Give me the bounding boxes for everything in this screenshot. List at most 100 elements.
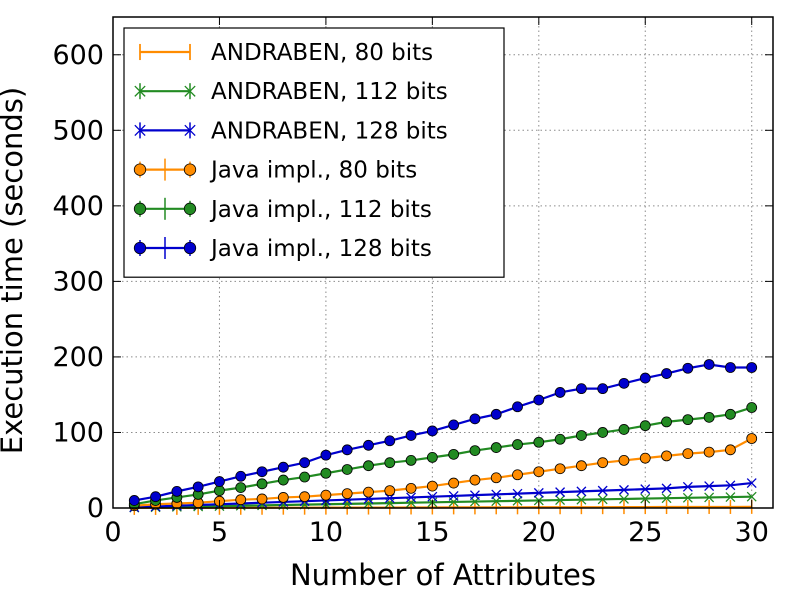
data-point xyxy=(277,474,289,486)
data-point xyxy=(405,455,417,466)
data-point xyxy=(746,478,757,489)
y-tick-label: 600 xyxy=(52,40,104,71)
data-point xyxy=(533,394,545,406)
data-point xyxy=(320,449,332,461)
data-point xyxy=(661,493,672,504)
data-point xyxy=(746,433,758,444)
legend-marker xyxy=(134,85,146,97)
data-point xyxy=(704,481,715,492)
data-point xyxy=(661,368,672,379)
legend-marker xyxy=(133,241,147,255)
data-point xyxy=(618,377,630,389)
data-point xyxy=(426,451,438,463)
data-point xyxy=(575,430,587,441)
data-point xyxy=(384,485,396,497)
data-point xyxy=(661,483,672,494)
data-point xyxy=(639,372,651,384)
data-point xyxy=(746,491,757,502)
legend-item-3: Java impl., 80 bits xyxy=(133,158,417,184)
legend-item-2: ANDRABEN, 128 bits xyxy=(134,118,448,144)
data-point xyxy=(554,463,566,475)
data-point xyxy=(469,490,480,501)
data-point xyxy=(725,362,736,373)
data-point xyxy=(661,416,672,428)
x-axis-label: Number of Attributes xyxy=(290,558,596,592)
data-point xyxy=(703,411,715,423)
data-point xyxy=(469,474,481,486)
data-point xyxy=(299,457,311,469)
data-point xyxy=(490,442,502,453)
data-point xyxy=(214,485,225,497)
data-point xyxy=(277,492,289,503)
data-point xyxy=(384,435,396,447)
data-point xyxy=(554,433,566,445)
data-point xyxy=(725,492,736,503)
data-point xyxy=(597,383,609,395)
data-point xyxy=(703,446,715,458)
y-tick-label: 400 xyxy=(52,191,104,222)
data-point xyxy=(512,488,523,499)
y-tick-label: 0 xyxy=(87,493,104,524)
data-point xyxy=(597,485,608,496)
data-point xyxy=(469,445,481,456)
y-tick-label: 100 xyxy=(52,417,104,448)
data-point xyxy=(448,419,460,431)
data-point xyxy=(618,455,630,466)
legend: ANDRABEN, 80 bits ANDRABEN, 112 bits ANDRA… xyxy=(123,27,505,278)
data-point xyxy=(256,493,268,505)
data-point xyxy=(575,383,587,395)
series-5 xyxy=(128,359,758,506)
data-point xyxy=(746,402,758,413)
legend-marker xyxy=(133,163,147,176)
data-point xyxy=(256,478,268,490)
x-tick-label: 5 xyxy=(211,517,228,548)
data-point xyxy=(554,387,566,398)
data-point xyxy=(512,495,523,506)
data-point xyxy=(576,486,587,497)
data-point xyxy=(640,493,651,504)
data-point xyxy=(426,480,438,492)
series-line-1 xyxy=(134,495,752,509)
legend-label: Java impl., 112 bits xyxy=(209,197,432,223)
data-point xyxy=(533,487,544,498)
data-point xyxy=(384,493,395,504)
legend-marker xyxy=(134,124,146,137)
legend-marker xyxy=(133,202,147,215)
data-point xyxy=(619,493,629,504)
data-point xyxy=(405,430,417,441)
data-point xyxy=(512,439,523,450)
x-tick-label: 25 xyxy=(628,517,662,548)
y-axis-label: Execution time (seconds) xyxy=(0,87,29,454)
legend-marker xyxy=(184,85,196,97)
data-point xyxy=(299,471,311,483)
data-point xyxy=(235,482,247,494)
data-point xyxy=(277,461,289,473)
x-tick-label: 30 xyxy=(735,517,769,548)
data-point xyxy=(555,495,566,506)
data-point xyxy=(533,436,545,448)
data-point xyxy=(597,457,609,469)
data-point xyxy=(746,362,758,373)
data-point xyxy=(619,484,629,495)
series-4 xyxy=(128,402,758,510)
legend-marker xyxy=(184,124,196,137)
data-point xyxy=(682,414,694,426)
data-point xyxy=(491,489,502,500)
plot-frame xyxy=(112,16,774,509)
data-point xyxy=(384,457,396,469)
data-point xyxy=(682,448,694,460)
data-point xyxy=(299,491,311,503)
series-layer xyxy=(128,359,758,515)
data-point xyxy=(725,444,736,456)
data-point xyxy=(703,359,715,370)
data-point xyxy=(490,472,502,484)
legend-label: Java impl., 80 bits xyxy=(209,158,417,184)
data-point xyxy=(320,489,332,501)
data-point xyxy=(341,464,353,475)
data-point xyxy=(448,490,459,501)
data-point xyxy=(533,466,545,478)
data-point xyxy=(128,495,140,506)
data-point xyxy=(171,485,183,497)
